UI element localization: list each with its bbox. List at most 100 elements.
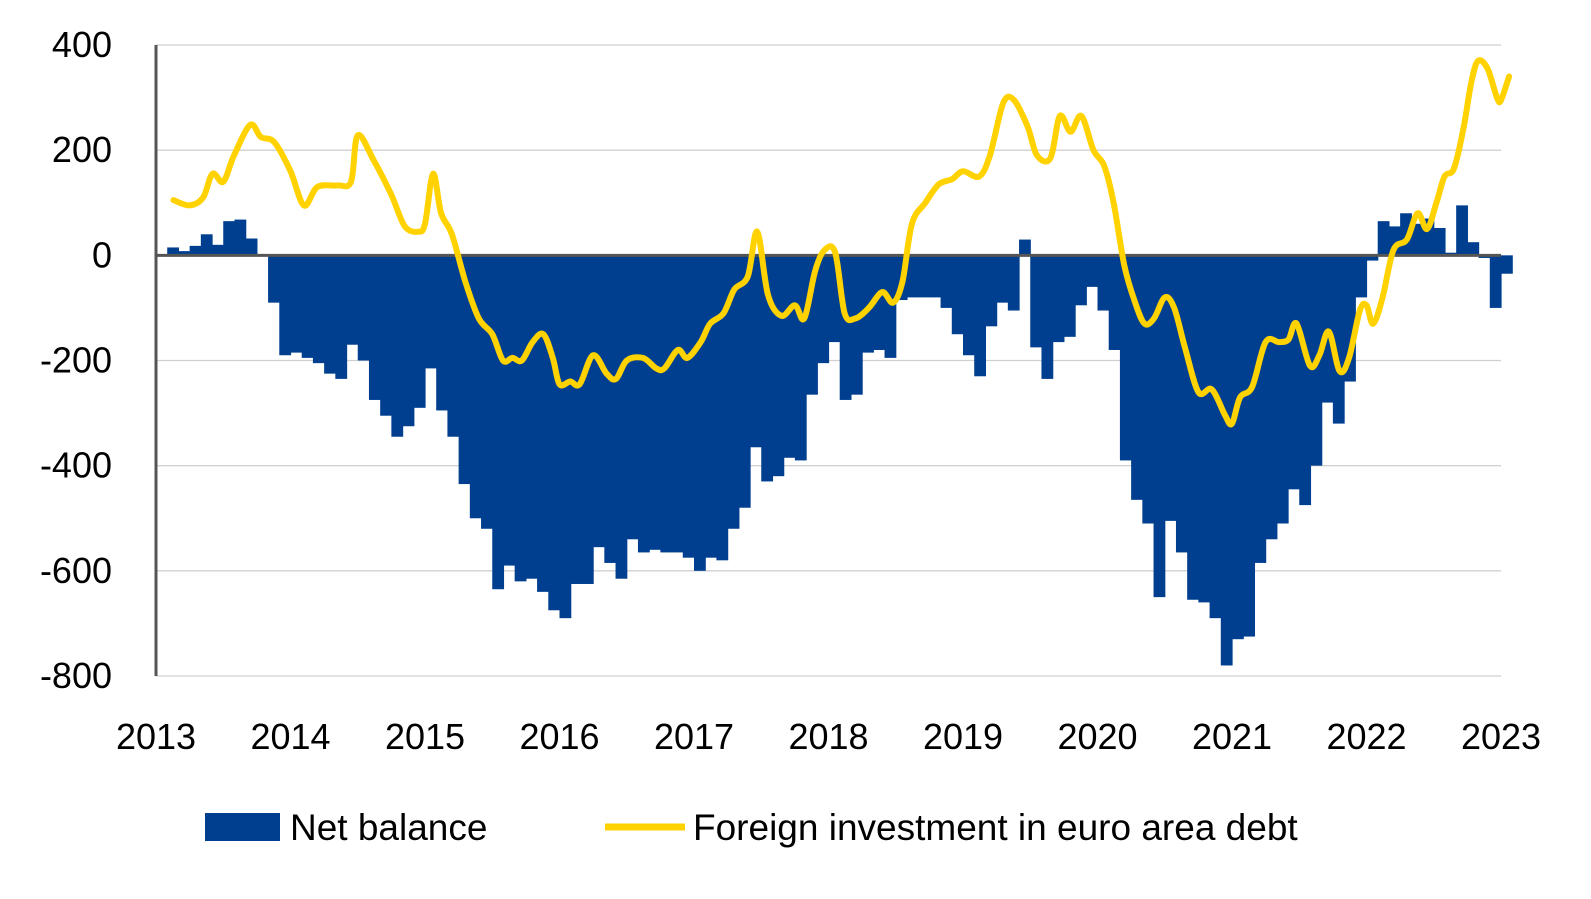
legend-label-foreign-investment: Foreign investment in euro area debt [693, 807, 1298, 848]
y-tick-label: 400 [52, 24, 112, 65]
bar-net-balance [324, 255, 336, 374]
bar-net-balance [873, 255, 886, 350]
y-tick-label: -800 [40, 655, 112, 696]
bar-net-balance [1209, 255, 1222, 619]
bar-net-balance [862, 255, 874, 353]
bar-net-balance [1344, 255, 1356, 382]
bar-net-balance [581, 255, 594, 584]
y-tick-label: -200 [40, 340, 112, 381]
bar-net-balance [1288, 255, 1300, 490]
bar-net-balance [402, 255, 415, 427]
bar-net-balance [1019, 239, 1031, 256]
x-tick-label: 2016 [519, 716, 599, 757]
bar-net-balance [1276, 255, 1289, 524]
bar-net-balance [1164, 255, 1177, 521]
bar-net-balance [996, 255, 1009, 303]
legend: Net balance Foreign investment in euro a… [205, 807, 1298, 848]
bar-net-balance [346, 255, 359, 345]
bar-net-balance [626, 255, 639, 540]
bar-net-balance [1501, 255, 1513, 274]
net-balance-bars [167, 205, 1513, 666]
bar-net-balance [615, 255, 628, 579]
bar-net-balance [772, 255, 785, 477]
bar-net-balance [1153, 255, 1166, 598]
bar-net-balance [649, 255, 661, 550]
bar-net-balance [189, 245, 202, 256]
bar-net-balance [694, 255, 706, 571]
bar-net-balance [839, 255, 852, 400]
bar-net-balance [1366, 255, 1379, 261]
bar-net-balance [850, 255, 863, 395]
bar-net-balance [750, 255, 762, 448]
y-tick-label: -400 [40, 445, 112, 486]
bar-net-balance [413, 255, 426, 408]
bar-net-balance [335, 255, 348, 379]
bar-net-balance [1041, 255, 1054, 379]
bar-net-balance [1030, 255, 1043, 348]
bar-net-balance [570, 255, 583, 584]
bar-net-balance [312, 255, 325, 364]
x-tick-label: 2017 [654, 716, 734, 757]
x-tick-label: 2019 [923, 716, 1003, 757]
bar-net-balance [1075, 255, 1087, 306]
bar-net-balance [1489, 255, 1502, 308]
bar-net-balance [794, 255, 807, 461]
bar-net-balance [918, 255, 930, 298]
bar-net-balance [1433, 227, 1446, 256]
bar-net-balance [368, 255, 381, 400]
line-foreign-investment [170, 57, 1513, 428]
bar-net-balance [1198, 255, 1211, 603]
bar-net-balance [525, 255, 538, 579]
bar-net-balance [1243, 255, 1256, 637]
bar-net-balance [1175, 255, 1188, 553]
bar-net-balance [1388, 226, 1401, 256]
bar-net-balance [1108, 255, 1121, 350]
bar-net-balance [761, 255, 774, 482]
bar-net-balance [727, 255, 740, 529]
bar-net-balance [436, 255, 449, 411]
x-tick-label: 2020 [1057, 716, 1137, 757]
bar-net-balance [951, 255, 964, 335]
bar-net-balance [178, 251, 191, 256]
bar-net-balance [705, 255, 718, 558]
x-tick-label: 2023 [1461, 716, 1541, 757]
bar-net-balance [1400, 213, 1412, 256]
x-tick-label: 2015 [385, 716, 465, 757]
bar-net-balance [1254, 255, 1267, 563]
bar-net-balance [245, 238, 258, 256]
bar-net-balance [537, 255, 549, 592]
bar-net-balance [1299, 255, 1312, 506]
bar-net-balance [1131, 255, 1143, 500]
bar-net-balance [817, 255, 830, 364]
bar-net-balance [1142, 255, 1155, 524]
bar-net-balance [447, 255, 460, 437]
x-tick-label: 2013 [116, 716, 196, 757]
bar-net-balance [906, 255, 919, 298]
bar-net-balance [357, 255, 370, 361]
bar-net-balance [593, 255, 605, 548]
bar-net-balance [1063, 255, 1076, 337]
bar-net-balance [974, 255, 987, 377]
bar-net-balance [660, 255, 673, 553]
bar-net-balance [234, 219, 247, 256]
bar-net-balance [559, 255, 572, 619]
bar-net-balance [682, 255, 695, 558]
bar-net-balance [1422, 218, 1435, 256]
legend-swatch-net-balance [205, 813, 280, 841]
bar-net-balance [1097, 255, 1110, 311]
bar-net-balance [1411, 223, 1424, 256]
bar-net-balance [268, 255, 280, 303]
bar-net-balance [1052, 255, 1065, 343]
y-tick-label: 200 [52, 129, 112, 170]
foreign-investment-line-layer [170, 57, 1513, 428]
bar-net-balance [1232, 255, 1244, 640]
bar-net-balance [783, 255, 796, 458]
bar-net-balance [1355, 255, 1368, 298]
y-tick-label: -600 [40, 550, 112, 591]
bar-net-balance [492, 255, 505, 590]
bar-net-balance [469, 255, 482, 519]
x-tick-label: 2022 [1326, 716, 1406, 757]
bar-net-balance [716, 255, 729, 561]
